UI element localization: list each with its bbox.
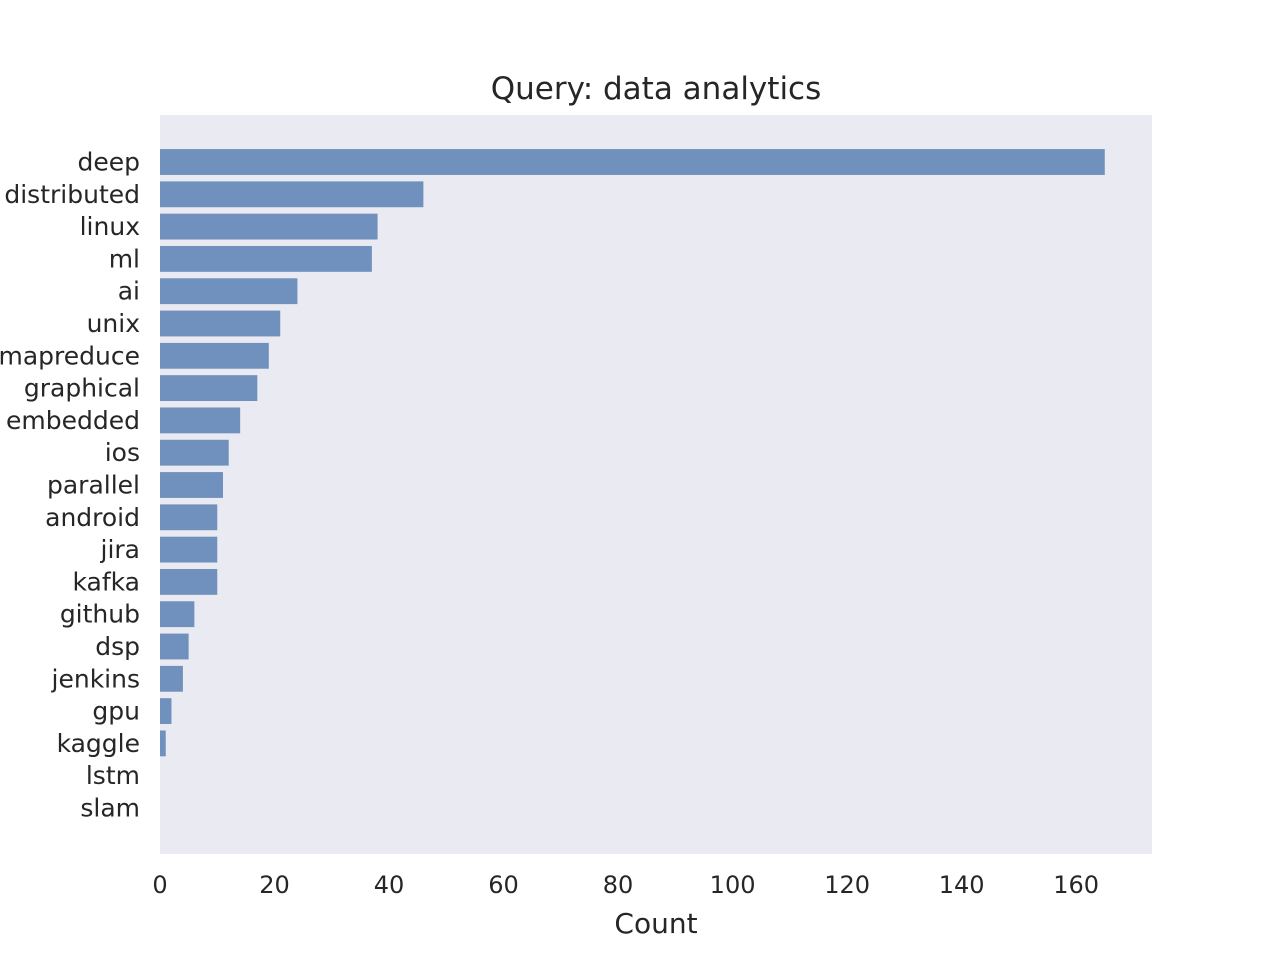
bar-kaggle [160, 730, 166, 757]
x-tick-label-60: 60 [488, 871, 519, 899]
bars-group [160, 149, 1105, 757]
bar-ml [160, 245, 372, 272]
category-label-parallel: parallel [47, 471, 140, 500]
category-label-mapreduce: mapreduce [0, 341, 140, 370]
x-tick-label-20: 20 [259, 871, 290, 899]
category-label-kaggle: kaggle [57, 729, 140, 758]
category-label-graphical: graphical [24, 374, 140, 403]
category-label-embedded: embedded [6, 406, 140, 435]
x-tick-label-100: 100 [710, 871, 756, 899]
category-label-ios: ios [105, 438, 140, 467]
category-label-kafka: kafka [72, 567, 140, 596]
x-tick-label-40: 40 [374, 871, 405, 899]
category-label-dsp: dsp [95, 632, 140, 661]
category-label-unix: unix [87, 309, 140, 338]
bar-mapreduce [160, 342, 269, 369]
chart-title: Query: data analytics [491, 71, 822, 107]
category-label-deep: deep [78, 148, 141, 177]
bar-distributed [160, 181, 424, 208]
bar-dsp [160, 633, 189, 660]
x-tick-label-140: 140 [939, 871, 985, 899]
category-label-lstm: lstm [86, 761, 140, 790]
category-label-ai: ai [118, 277, 140, 306]
category-labels-group: deep distributed linux ml ai unix mapreduce gra… [0, 148, 140, 823]
x-tick-label-160: 160 [1053, 871, 1099, 899]
category-label-jira: jira [100, 535, 141, 564]
category-label-ml: ml [109, 244, 140, 273]
x-tick-labels-group: 0 20 40 60 80 100 120 140 160 [152, 871, 1099, 899]
bar-ai [160, 278, 298, 305]
bar-graphical [160, 375, 258, 402]
bar-android [160, 504, 218, 531]
bar-deep [160, 149, 1105, 175]
category-label-linux: linux [80, 212, 140, 241]
x-axis-label: Count [614, 907, 697, 940]
category-label-github: github [60, 600, 140, 629]
category-label-android: android [45, 503, 140, 532]
x-tick-label-120: 120 [824, 871, 870, 899]
category-label-slam: slam [80, 794, 140, 823]
bar-kafka [160, 568, 218, 595]
category-label-gpu: gpu [92, 697, 140, 726]
x-tick-label-0: 0 [152, 871, 167, 899]
bar-github [160, 601, 195, 628]
bar-linux [160, 213, 378, 240]
bar-jira [160, 536, 218, 563]
bar-unix [160, 310, 281, 337]
bar-parallel [160, 472, 223, 498]
x-tick-label-80: 80 [603, 871, 634, 899]
bar-ios [160, 439, 229, 466]
category-label-distributed: distributed [4, 180, 140, 209]
bar-jenkins [160, 665, 183, 692]
bar-gpu [160, 698, 172, 725]
bar-embedded [160, 407, 241, 434]
category-label-jenkins: jenkins [51, 664, 140, 693]
